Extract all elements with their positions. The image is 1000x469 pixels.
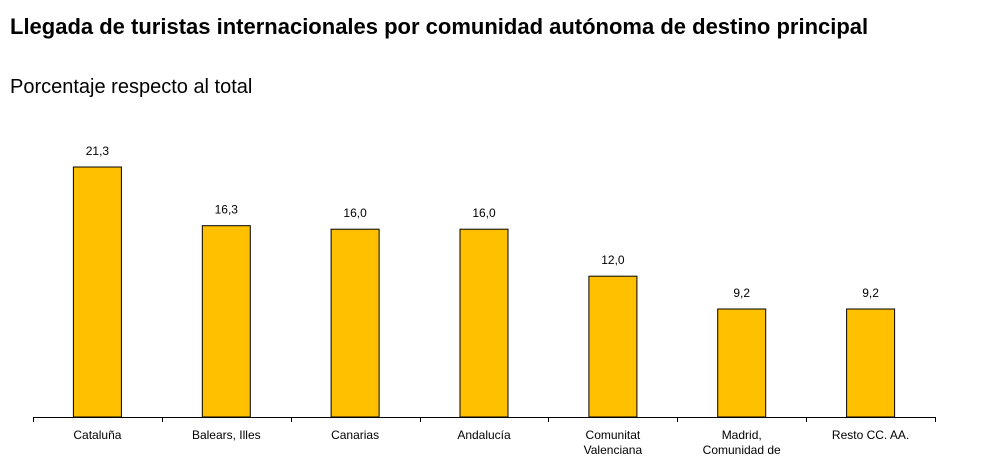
x-axis — [33, 417, 936, 422]
x-tick-label: Canarias — [331, 428, 379, 442]
labels-group: 21,3 Cataluña 16,3 Balears, Illes 16,0 Canari… — [73, 144, 909, 457]
x-tick-label: Resto CC. AA. — [832, 428, 909, 442]
x-tick-label: Balears, Illes — [192, 428, 261, 442]
chart-title: Llegada de turistas internacionales por … — [10, 14, 869, 39]
bar-value-label: 21,3 — [86, 144, 110, 158]
bar-value-label: 16,0 — [343, 206, 367, 220]
bar — [330, 228, 380, 418]
bar — [459, 228, 509, 418]
bar — [588, 275, 638, 418]
x-tick-label: Comunidad de — [703, 443, 781, 457]
bars-group — [72, 166, 896, 418]
x-tick-label: Valenciana — [584, 443, 643, 457]
x-tick-label: Comunitat — [586, 428, 641, 442]
x-tick-label: Cataluña — [73, 428, 121, 442]
x-tick-label: Madrid, — [722, 428, 762, 442]
bar — [717, 308, 767, 418]
bar-value-label: 16,0 — [472, 206, 496, 220]
bar — [201, 225, 251, 418]
bar-value-label: 9,2 — [733, 286, 750, 300]
bar — [846, 308, 896, 418]
bar-value-label: 16,3 — [215, 203, 239, 217]
chart-subtitle: Porcentaje respecto al total — [10, 76, 253, 98]
bar-value-label: 9,2 — [862, 286, 879, 300]
x-tick-label: Andalucía — [457, 428, 511, 442]
bar-value-label: 12,0 — [601, 253, 625, 267]
bar — [72, 166, 122, 418]
